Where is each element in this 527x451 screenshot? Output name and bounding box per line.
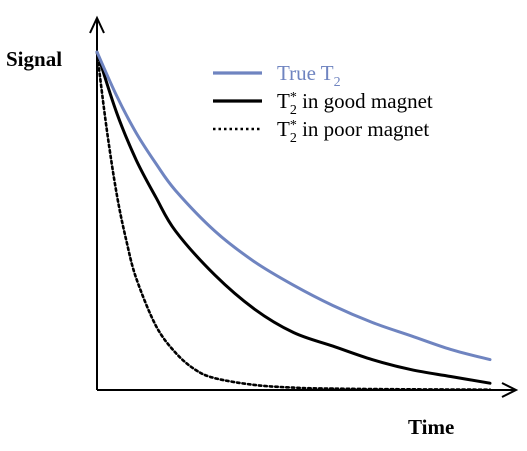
legend-label-subscript: 2	[290, 103, 297, 118]
legend-label-main: T	[277, 117, 290, 141]
legend-label-main: T	[277, 89, 290, 113]
legend-label-subscript: 2	[334, 75, 341, 90]
y-axis-arrowhead	[89, 15, 105, 34]
y-axis-label: Signal	[6, 47, 62, 71]
x-axis-label: Time	[408, 415, 454, 439]
series-t2-star-poor-magnet-line	[95, 50, 492, 391]
series-t2-star-good-magnet-line	[95, 50, 492, 385]
legend-label-series-true-t2: True T2	[277, 61, 341, 90]
legend-label-superscript: *	[290, 90, 297, 105]
legend-label-superscript: *	[290, 118, 297, 133]
legend-label-series-t2-star-good-magnet: T* 2 in good magnet	[277, 89, 433, 118]
legend-label-tail: in good magnet	[297, 89, 433, 113]
legend-label-tail: in poor magnet	[297, 117, 430, 141]
series-true-t2-line	[95, 50, 492, 362]
legend-label-main: True T	[277, 61, 334, 85]
x-axis-arrowhead	[501, 382, 519, 398]
legend-label-series-t2-star-poor-magnet: T* 2 in poor magnet	[277, 117, 429, 146]
legend-label-subscript: 2	[290, 131, 297, 146]
series-layer	[95, 50, 492, 391]
